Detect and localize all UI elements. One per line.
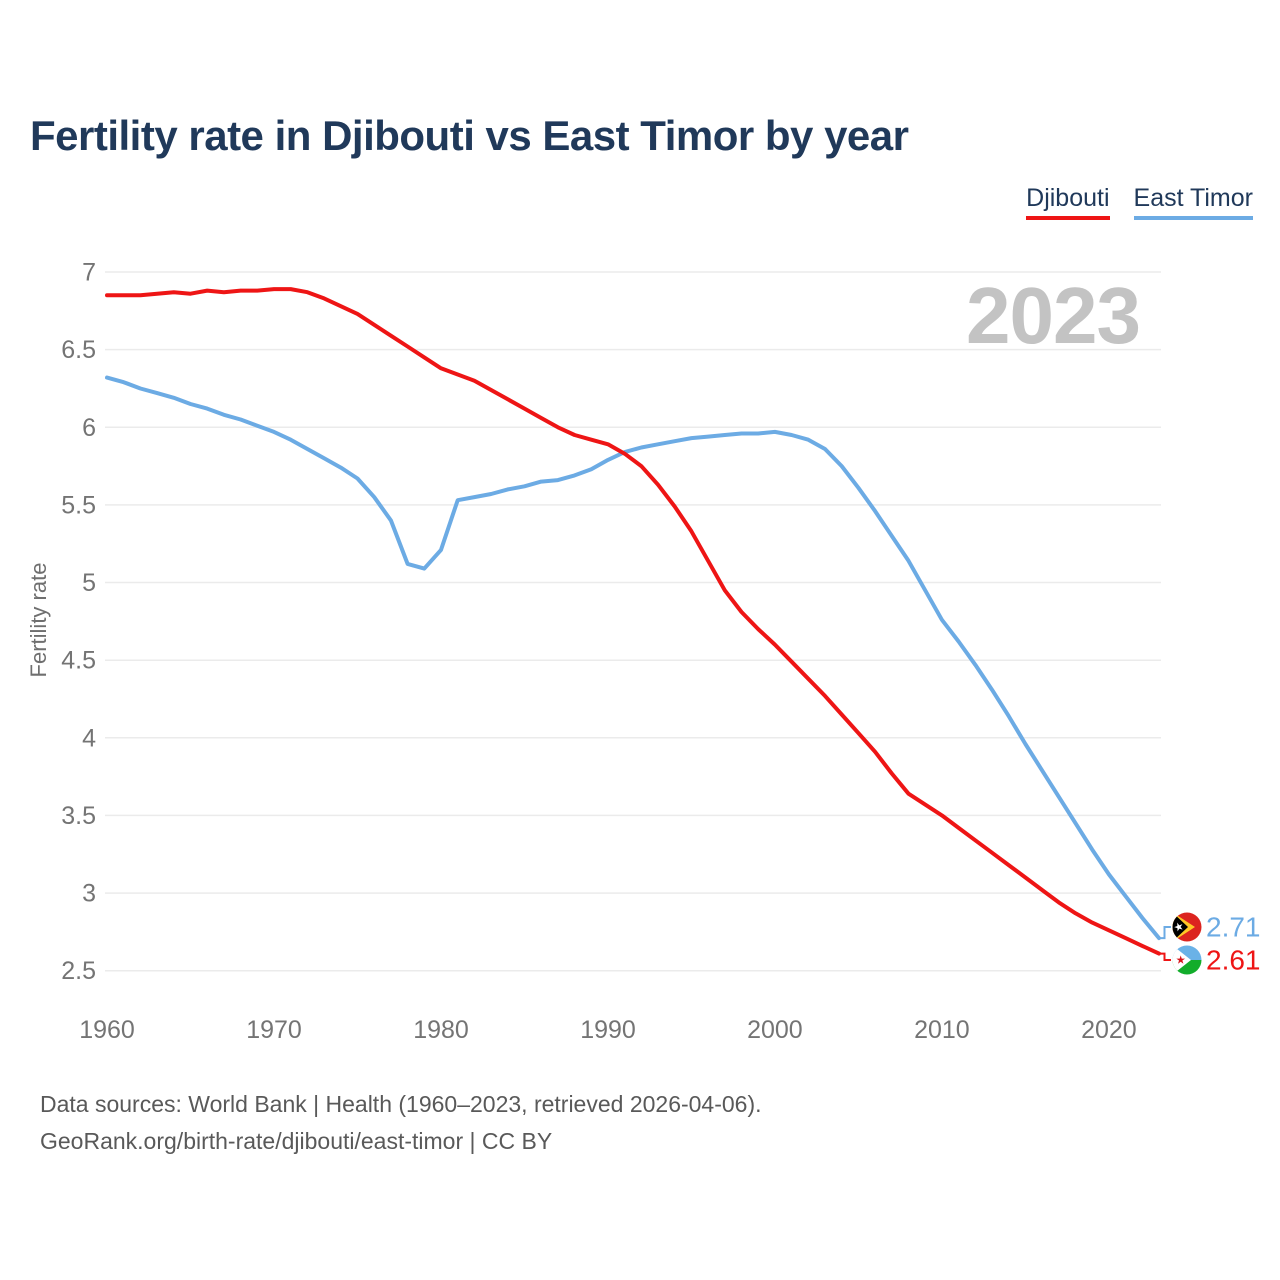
y-tick-label: 5.5 — [61, 491, 96, 519]
footer-attribution: GeoRank.org/birth-rate/djibouti/east-tim… — [40, 1128, 553, 1154]
y-tick-label: 4.5 — [61, 647, 96, 675]
y-axis-tick-labels: 7 6.5 6 5.5 5 4.5 4 3.5 3 2.5 — [61, 259, 96, 986]
line-east-timor — [105, 375, 1161, 941]
y-tick-label: 2.5 — [61, 957, 96, 985]
footer: Data sources: World Bank | Health (1960–… — [40, 1086, 762, 1160]
djibouti-flag-icon — [1172, 945, 1202, 975]
y-tick-label: 7 — [82, 259, 96, 287]
legend-swatch-djibouti — [1026, 216, 1110, 220]
x-tick-label: 1990 — [580, 1016, 636, 1044]
end-connector-east-timor — [1160, 926, 1171, 940]
legend-label-east-timor: East Timor — [1133, 184, 1253, 212]
end-annotations: 2.612.71 — [1160, 912, 1261, 976]
x-tick-label: 2000 — [747, 1016, 803, 1044]
y-axis-title: Fertility rate — [26, 563, 51, 678]
end-connector-djibouti — [1160, 952, 1171, 961]
legend: Djibouti East Timor — [1026, 184, 1253, 220]
x-tick-label: 2010 — [914, 1016, 970, 1044]
x-tick-label: 1960 — [79, 1016, 135, 1044]
end-value-djibouti: 2.61 — [1206, 945, 1261, 976]
page-title: Fertility rate in Djibouti vs East Timor… — [30, 112, 909, 159]
x-axis-tick-labels: 1960 1970 1980 1990 2000 2010 2020 — [79, 1016, 1137, 1044]
gridlines — [105, 271, 1161, 972]
legend-label-djibouti: Djibouti — [1026, 184, 1110, 212]
watermark-year: 2023 — [966, 271, 1140, 360]
line-djibouti — [105, 287, 1161, 956]
y-tick-label: 6 — [82, 414, 96, 442]
series-lines — [105, 287, 1161, 956]
y-tick-label: 5 — [82, 569, 96, 597]
east-timor-flag-icon — [1172, 912, 1202, 942]
legend-item-djibouti[interactable]: Djibouti — [1026, 184, 1110, 220]
legend-swatch-east-timor — [1133, 216, 1253, 220]
x-tick-label: 2020 — [1081, 1016, 1137, 1044]
legend-item-east-timor[interactable]: East Timor — [1133, 184, 1253, 220]
y-tick-label: 4 — [82, 724, 96, 752]
y-tick-label: 3 — [82, 880, 96, 908]
footer-sources: Data sources: World Bank | Health (1960–… — [40, 1091, 762, 1117]
y-tick-label: 6.5 — [61, 336, 96, 364]
x-tick-label: 1980 — [413, 1016, 469, 1044]
y-tick-label: 3.5 — [61, 802, 96, 830]
x-tick-label: 1970 — [246, 1016, 302, 1044]
end-value-east-timor: 2.71 — [1206, 912, 1261, 943]
